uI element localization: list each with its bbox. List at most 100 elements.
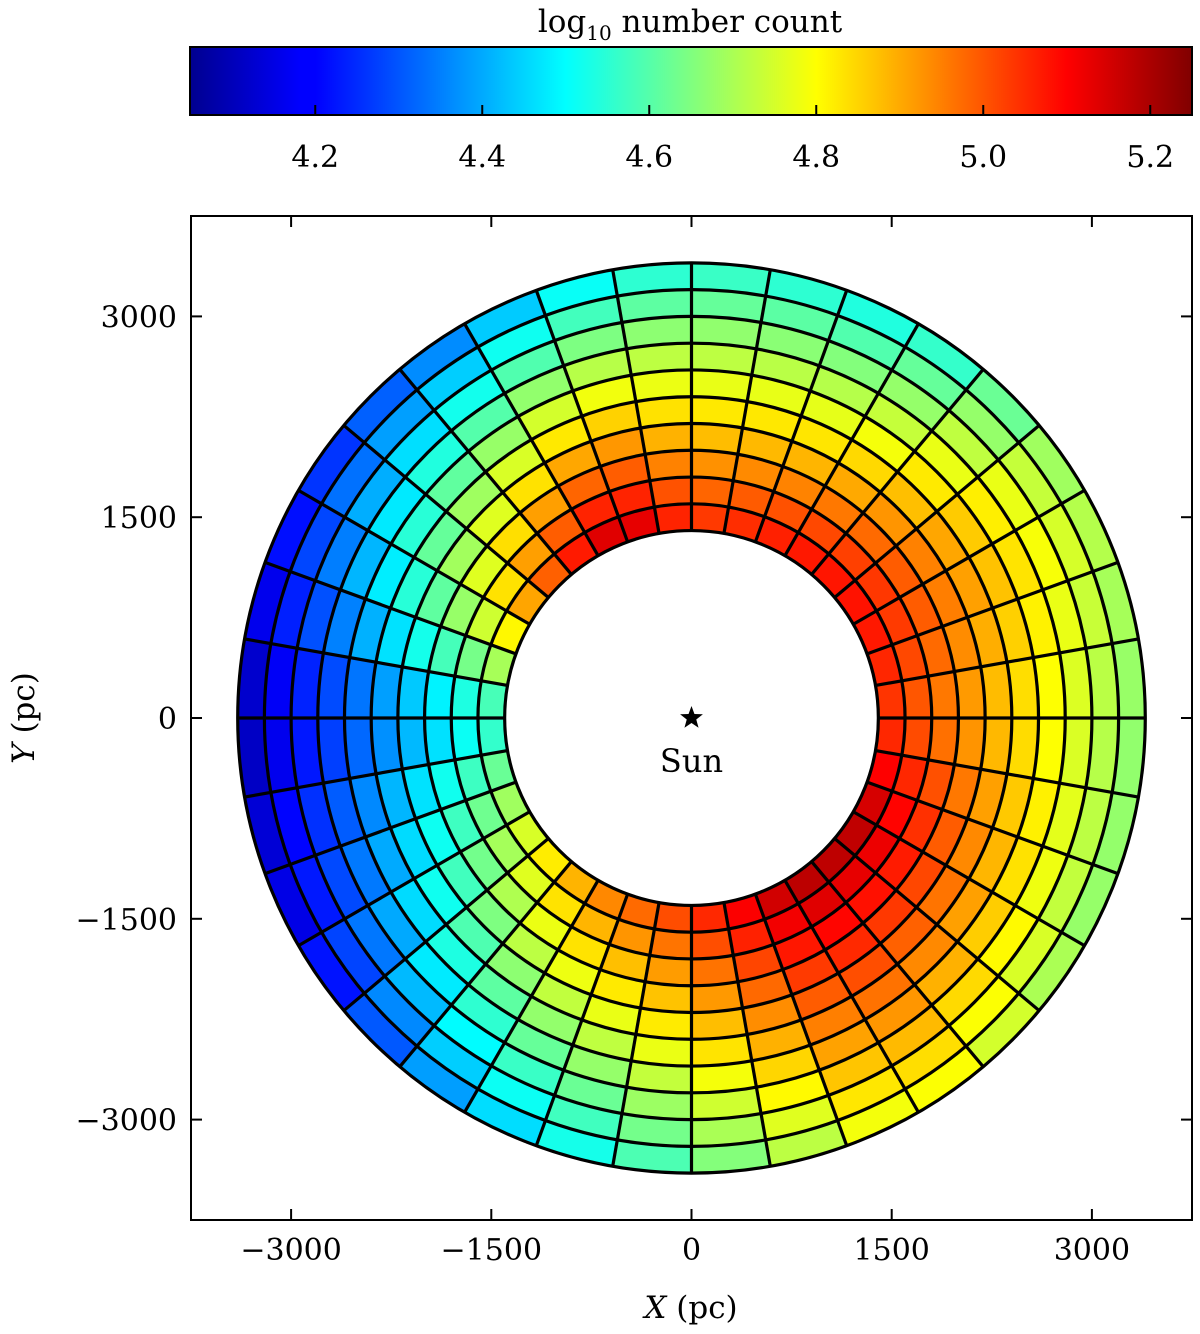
- heatmap-cell: [434, 1005, 505, 1066]
- colorbar-tick-label: 4.2: [291, 140, 339, 175]
- sector-border: [244, 637, 508, 688]
- heatmap-cell: [905, 1046, 984, 1113]
- heatmap-cells: [237, 262, 1146, 1174]
- heatmap-cell: [460, 838, 508, 891]
- heatmap-cell: [691, 928, 734, 959]
- y-tick-label: 1500: [101, 501, 177, 536]
- heatmap-cell: [723, 507, 765, 542]
- heatmap-cell: [264, 643, 298, 718]
- heatmap-cell: [405, 941, 469, 1006]
- heatmap-cell: [851, 416, 915, 472]
- heatmap-cell: [1092, 792, 1139, 874]
- heatmap-cell: [371, 662, 403, 718]
- heatmap-cell: [936, 878, 993, 942]
- heatmap-cell: [691, 369, 752, 402]
- heatmap-cell: [390, 494, 447, 558]
- heatmap-cell: [691, 396, 748, 428]
- heatmap-cell: [519, 486, 572, 534]
- heatmap-cell: [691, 1034, 752, 1067]
- heatmap-cell: [531, 416, 592, 463]
- heatmap-cell: [1112, 638, 1146, 718]
- heatmap-cell: [828, 1065, 906, 1121]
- heatmap-cell: [945, 557, 993, 618]
- heatmap-cell: [298, 932, 365, 1011]
- sector-border: [753, 893, 849, 1147]
- heatmap-cell: [618, 894, 660, 929]
- heatmap-cell: [477, 1065, 555, 1121]
- heatmap-cell: [321, 918, 385, 994]
- sun-annotation: Sun: [660, 706, 723, 780]
- heatmap-cell: [931, 958, 999, 1026]
- heatmap-cell: [537, 509, 585, 554]
- heatmap-cell: [828, 855, 876, 903]
- heatmap-cell: [845, 872, 896, 924]
- heatmap-cell: [1017, 778, 1060, 847]
- heatmap-cell: [751, 1045, 820, 1088]
- axis-ticks: −3000 −1500 0 1500 3000 −3000 −1500 0 1500 3000: [76, 216, 1192, 1268]
- heatmap-cell: [390, 878, 447, 942]
- heatmap-cell: [315, 517, 368, 590]
- heatmap-cell: [875, 718, 906, 756]
- heatmap-cell: [899, 800, 943, 852]
- heatmap-cell: [954, 718, 986, 770]
- heatmap-cell: [364, 389, 435, 460]
- heatmap-cell: [270, 787, 316, 865]
- heatmap-cell: [875, 680, 906, 718]
- heatmap-cell: [691, 343, 757, 376]
- heatmap-cell: [425, 451, 486, 512]
- heatmap-cell: [928, 671, 959, 718]
- heatmap-cell: [1015, 846, 1068, 919]
- heatmap-cell: [905, 323, 984, 390]
- heatmap-cell: [957, 477, 1016, 544]
- heatmap-cell: [1085, 718, 1119, 793]
- heatmap-cell: [914, 941, 978, 1006]
- heatmap-cell: [948, 389, 1019, 460]
- heatmap-cell: [968, 543, 1018, 609]
- heatmap-cell: [440, 800, 484, 852]
- heatmap-cell: [365, 543, 415, 609]
- colorbar-tick-label: 4.8: [792, 140, 840, 175]
- sector-border: [534, 893, 630, 1147]
- heatmap-cell: [855, 563, 900, 611]
- heatmap-cell: [477, 718, 508, 756]
- heatmap-cell: [466, 492, 520, 546]
- heatmap-cell: [477, 315, 555, 371]
- heatmap-cell: [916, 865, 969, 925]
- heatmap-cell: [290, 855, 345, 933]
- heatmap-cell: [751, 348, 820, 391]
- heatmap-cell: [928, 718, 959, 765]
- heatmap-cell: [554, 861, 599, 904]
- heatmap-cell: [691, 503, 729, 534]
- heatmap-cell: [440, 584, 484, 636]
- heatmap-cell: [791, 973, 852, 1020]
- colorbar-tick-label: 4.6: [625, 140, 673, 175]
- heatmap-cell: [483, 825, 528, 873]
- heatmap-cell: [349, 598, 391, 663]
- heatmap-cell: [612, 262, 692, 297]
- heatmap-cell: [865, 984, 932, 1043]
- sun-label: Sun: [660, 742, 723, 780]
- heatmap-cell: [782, 949, 839, 995]
- colorbar-tick-label: 5.0: [959, 140, 1007, 175]
- heatmap-cell: [948, 976, 1019, 1047]
- colorbar-tick-label: 5.2: [1126, 140, 1174, 175]
- heatmap-cell: [270, 571, 316, 649]
- heatmap-cell: [1059, 718, 1092, 788]
- heatmap-cell: [1038, 855, 1093, 933]
- heatmap-cell: [323, 589, 366, 658]
- heatmap-cell: [855, 825, 900, 873]
- heatmap-cell: [765, 269, 847, 316]
- x-tick-label: −3000: [240, 1233, 341, 1268]
- sector-border: [722, 902, 772, 1167]
- heatmap-cell: [244, 792, 291, 874]
- heatmap-cell: [1061, 490, 1118, 572]
- heatmap-cell: [265, 490, 322, 572]
- heatmap-cell: [851, 964, 915, 1020]
- heatmap-cell: [631, 1034, 692, 1067]
- heatmap-cell: [1033, 652, 1066, 718]
- heatmap-cell: [895, 851, 946, 908]
- heatmap-cell: [415, 570, 461, 627]
- heatmap-cell: [477, 680, 508, 718]
- heatmap-cell: [1042, 580, 1086, 653]
- heatmap-cell: [434, 370, 505, 431]
